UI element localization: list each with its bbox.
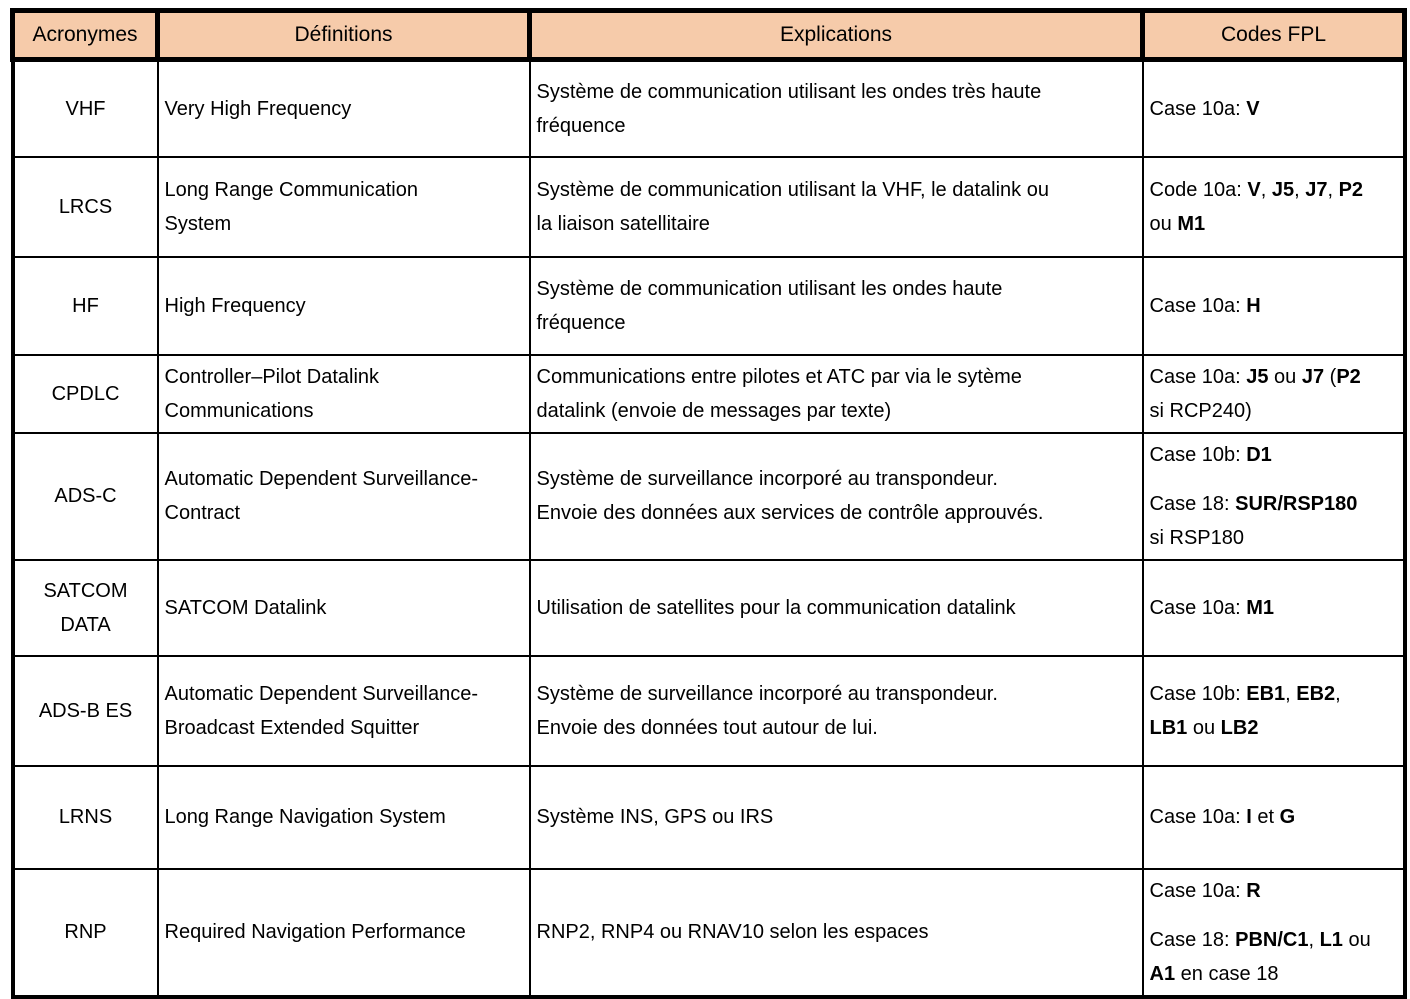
code-line: Case 10b: EB1, EB2, LB1 ou LB2 [1149, 682, 1341, 739]
header-row: Acronymes Définitions Explications Codes… [10, 8, 1407, 62]
codes-cell: Case 10a: J5 ou J7 (P2 si RCP240) [1141, 353, 1406, 434]
codes-cell: Case 10a: H [1141, 255, 1406, 356]
code-line: Code 10a: V, J5, J7, P2 ou M1 [1149, 178, 1364, 235]
explanation-cell: RNP2, RNP4 ou RNAV10 selon les espaces [528, 867, 1144, 998]
acronym-cell: ADS-C [11, 431, 159, 561]
codes-cell: Case 10b: D1 Case 18: SUR/RSP180 si RSP18… [1141, 431, 1406, 561]
column-header-acronymes: Acronymes [10, 8, 160, 62]
codes-cell: Code 10a: V, J5, J7, P2 ou M1 [1141, 155, 1406, 258]
code-line: Case 10a: H [1149, 294, 1261, 317]
acronym-cell: LRNS [11, 764, 159, 870]
acronyms-table: Acronymes Définitions Explications Codes… [10, 8, 1407, 999]
acronym-cell: VHF [11, 58, 159, 158]
explanation-cell: Système de communication utilisant la VH… [528, 155, 1144, 258]
definition-cell: Controller–Pilot Datalink Communications [156, 353, 531, 434]
definition-cell: Long Range Communication System [156, 155, 531, 258]
definition-cell: Very High Frequency [156, 58, 531, 158]
table-row-lrns: LRNS Long Range Navigation System Systèm… [11, 764, 1406, 870]
definition-cell: Automatic Dependent Surveillance- Contra… [156, 431, 531, 561]
table-row-vhf: VHF Very High Frequency Système de commu… [11, 58, 1406, 158]
code-line: Case 18: SUR/RSP180 si RSP180 [1149, 492, 1358, 549]
explanation-cell: Système INS, GPS ou IRS [528, 764, 1144, 870]
code-line: Case 18: PBN/C1, L1 ou A1 en case 18 [1149, 928, 1371, 985]
column-header-definitions: Définitions [155, 8, 532, 62]
definition-cell: SATCOM Datalink [156, 558, 531, 657]
explanation-cell: Système de surveillance incorporé au tra… [528, 654, 1144, 767]
table-row-ads-c: ADS-C Automatic Dependent Surveillance- … [11, 431, 1406, 561]
definition-cell: Required Navigation Performance [156, 867, 531, 998]
explanation-cell: Système de surveillance incorporé au tra… [528, 431, 1144, 561]
codes-cell: Case 10a: M1 [1141, 558, 1406, 657]
code-line: Case 10a: V [1149, 97, 1260, 120]
codes-cell: Case 10a: V [1141, 58, 1406, 158]
acronym-cell: LRCS [11, 155, 159, 258]
table-row-lrcs: LRCS Long Range Communication System Sys… [11, 155, 1406, 258]
table-row-ads-b-es: ADS-B ES Automatic Dependent Surveillanc… [11, 654, 1406, 767]
code-line: Case 10a: R [1149, 879, 1261, 902]
column-header-explications: Explications [527, 8, 1145, 62]
acronym-cell: CPDLC [11, 353, 159, 434]
explanation-cell: Communications entre pilotes et ATC par … [528, 353, 1144, 434]
codes-cell: Case 10a: I et G [1141, 764, 1406, 870]
code-line: Case 10a: I et G [1149, 806, 1296, 828]
table-row-satcom-data: SATCOM DATA SATCOM Datalink Utilisation … [11, 558, 1406, 657]
definition-cell: Long Range Navigation System [156, 764, 531, 870]
explanation-cell: Utilisation de satellites pour la commun… [528, 558, 1144, 657]
acronym-cell: SATCOM DATA [11, 558, 159, 657]
table-row-hf: HF High Frequency Système de communicati… [11, 255, 1406, 356]
column-header-codes-fpl: Codes FPL [1140, 8, 1407, 62]
code-line: Case 10a: M1 [1149, 596, 1275, 619]
definition-cell: Automatic Dependent Surveillance- Broadc… [156, 654, 531, 767]
codes-cell: Case 10b: EB1, EB2, LB1 ou LB2 [1141, 654, 1406, 767]
table-row-rnp: RNP Required Navigation Performance RNP2… [11, 867, 1406, 998]
acronym-cell: HF [11, 255, 159, 356]
table-row-cpdlc: CPDLC Controller–Pilot Datalink Communic… [11, 353, 1406, 434]
explanation-cell: Système de communication utilisant les o… [528, 58, 1144, 158]
explanation-cell: Système de communication utilisant les o… [528, 255, 1144, 356]
code-line: Case 10a: J5 ou J7 (P2 si RCP240) [1149, 365, 1361, 422]
codes-cell: Case 10a: R Case 18: PBN/C1, L1 ou A1 en … [1141, 867, 1406, 998]
definition-cell: High Frequency [156, 255, 531, 356]
acronym-cell: ADS-B ES [11, 654, 159, 767]
code-line: Case 10b: D1 [1149, 443, 1272, 466]
acronym-cell: RNP [11, 867, 159, 998]
